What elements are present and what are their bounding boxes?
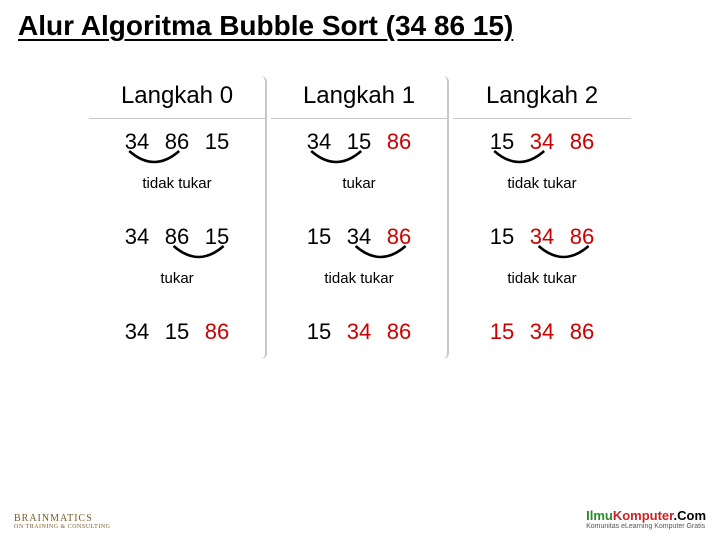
footer-brand-right: IlmuKomputer.Com Komunitas eLearning Kom…: [586, 508, 706, 530]
num: 15: [306, 319, 332, 345]
swap-label: tukar: [342, 175, 375, 192]
number-row: 15 34 86: [489, 319, 595, 345]
compare-curve-icon: [124, 149, 184, 169]
swap-label: tidak tukar: [142, 175, 211, 192]
num: 34: [529, 319, 555, 345]
swap-label: tidak tukar: [507, 175, 576, 192]
footer-right-part: Ilmu: [586, 508, 613, 523]
columns-container: Langkah 0 34 86 15 tidak tukar 34 86 15 …: [0, 76, 720, 359]
num: 34: [346, 319, 372, 345]
compare-curve-icon: [351, 244, 411, 264]
num: 34: [124, 224, 150, 250]
step-row: 15 34 86: [271, 309, 447, 345]
num: 86: [569, 129, 595, 155]
num: 15: [204, 129, 230, 155]
step-row: 34 15 86: [89, 309, 265, 345]
step-row: 34 15 86 tukar: [271, 119, 447, 192]
footer-right-part: Komputer: [613, 508, 674, 523]
footer-left-sub: ON TRAINING & CONSULTING: [14, 524, 111, 530]
compare-curve-icon: [306, 149, 366, 169]
step-row: 15 34 86 tidak tukar: [453, 119, 631, 192]
column-langkah-1: Langkah 1 34 15 86 tukar 15 34 86 tidak …: [271, 76, 449, 359]
num: 15: [306, 224, 332, 250]
column-header: Langkah 0: [89, 76, 265, 119]
swap-label: tidak tukar: [324, 270, 393, 287]
footer-right-sub: Komunitas eLearning Komputer Gratis: [586, 523, 706, 530]
compare-curve-icon: [489, 149, 549, 169]
step-row: 15 34 86: [453, 309, 631, 345]
column-header: Langkah 1: [271, 76, 447, 119]
num: 86: [386, 319, 412, 345]
num: 15: [489, 224, 515, 250]
column-langkah-2: Langkah 2 15 34 86 tidak tukar 15 34 86 …: [453, 76, 631, 359]
compare-curve-icon: [169, 244, 229, 264]
swap-label: tukar: [160, 270, 193, 287]
step-row: 34 86 15 tidak tukar: [89, 119, 265, 192]
step-row: 15 34 86 tidak tukar: [453, 214, 631, 287]
footer-brand-left: BRAINMATICS ON TRAINING & CONSULTING: [14, 513, 111, 530]
page-title: Alur Algoritma Bubble Sort (34 86 15): [0, 0, 720, 48]
footer-right-part: .Com: [674, 508, 707, 523]
num: 86: [569, 319, 595, 345]
column-header: Langkah 2: [453, 76, 631, 119]
num: 86: [204, 319, 230, 345]
swap-label: tidak tukar: [507, 270, 576, 287]
num: 15: [489, 319, 515, 345]
step-row: 34 86 15 tukar: [89, 214, 265, 287]
num: 34: [124, 319, 150, 345]
num: 86: [386, 129, 412, 155]
column-langkah-0: Langkah 0 34 86 15 tidak tukar 34 86 15 …: [89, 76, 267, 359]
footer-left-main: BRAINMATICS: [14, 513, 93, 524]
number-row: 34 15 86: [124, 319, 230, 345]
number-row: 15 34 86: [306, 319, 412, 345]
compare-curve-icon: [534, 244, 594, 264]
step-row: 15 34 86 tidak tukar: [271, 214, 447, 287]
num: 15: [164, 319, 190, 345]
